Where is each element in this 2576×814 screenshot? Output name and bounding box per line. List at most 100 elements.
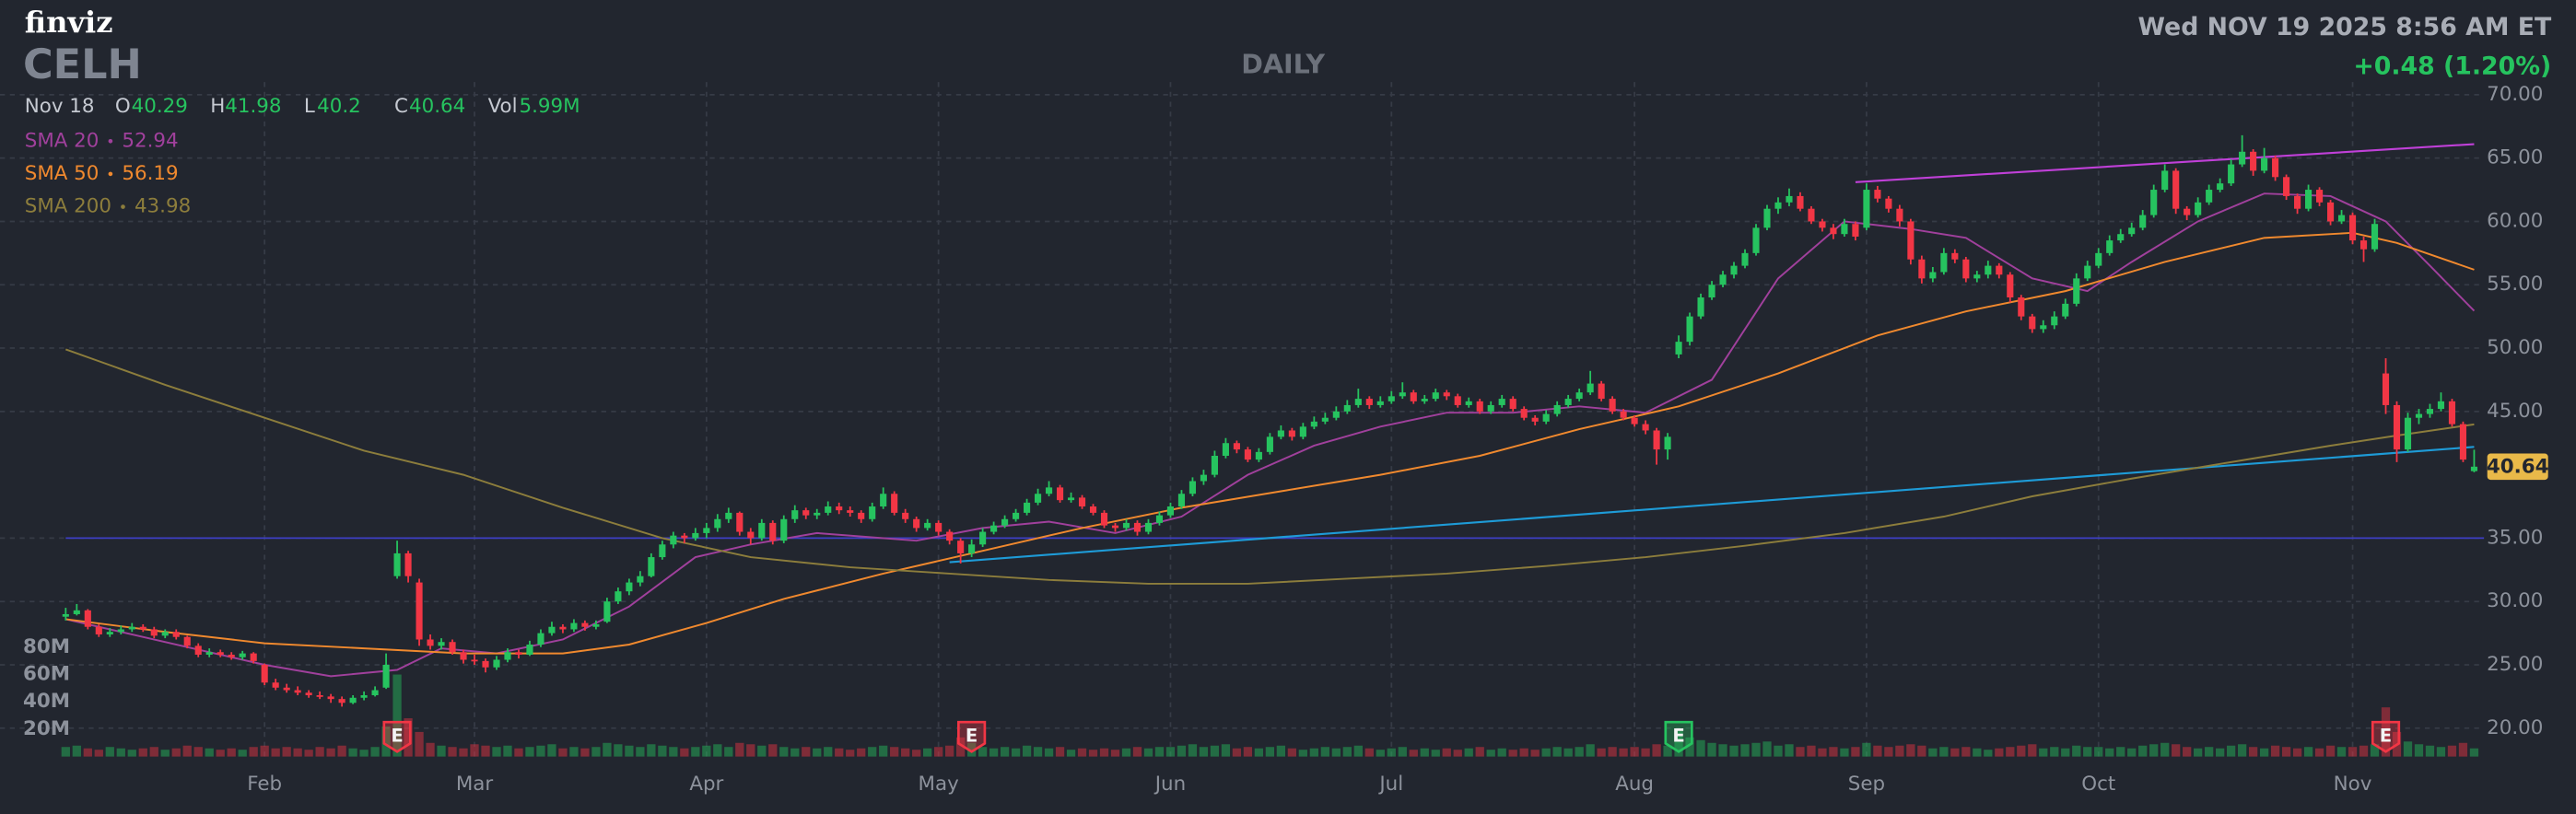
volume-bar	[591, 747, 601, 757]
volume-bar	[326, 748, 335, 757]
volume-bar	[171, 748, 181, 757]
volume-bar	[205, 748, 214, 757]
volume-bar	[669, 747, 678, 757]
event-label: E	[1672, 726, 1684, 747]
candle-body	[1376, 401, 1384, 405]
candle-body	[1631, 417, 1638, 424]
volume-bar	[2281, 747, 2291, 757]
volume-bar	[1210, 745, 1220, 757]
y-tick-label: 65.00	[2487, 146, 2543, 169]
volume-bar	[193, 747, 203, 757]
candle-body	[869, 506, 876, 519]
candle-body	[1443, 392, 1450, 397]
x-tick-label: Jun	[1153, 773, 1186, 796]
candle-body	[393, 552, 401, 576]
volume-bar	[1331, 748, 1341, 757]
volume-bar	[1519, 748, 1528, 757]
volume-bar	[1353, 745, 1363, 757]
volume-bar	[1254, 748, 1264, 757]
volume-bar	[1486, 750, 1495, 757]
candle-body	[371, 690, 379, 696]
volume-bar	[1796, 747, 1805, 757]
candle-body	[349, 697, 357, 704]
candle-body	[205, 652, 213, 655]
candle-body	[139, 626, 146, 630]
candle-body	[1056, 487, 1064, 501]
volume-bar	[558, 748, 568, 757]
candle-body	[2018, 297, 2025, 317]
candle-body	[183, 636, 191, 646]
volume-bar	[1851, 747, 1860, 757]
volume-bar	[1961, 747, 1971, 757]
legend-name: SMA 50	[25, 162, 100, 185]
volume-bar	[348, 748, 357, 757]
y-tick-label: 25.00	[2487, 653, 2543, 676]
x-tick-label: Aug	[1615, 773, 1654, 796]
event-marker	[1664, 720, 1693, 753]
volume-bar	[955, 737, 966, 757]
volume-bar	[1232, 748, 1242, 757]
volume-bar	[282, 747, 291, 757]
candle-body	[2371, 224, 2379, 250]
candle-body	[1907, 221, 1914, 260]
volume-bar	[1265, 747, 1275, 757]
open-value: 40.29	[132, 95, 188, 118]
candle-body	[1001, 518, 1009, 526]
volume-bar	[1696, 739, 1705, 757]
candle-body	[2415, 413, 2423, 418]
candle-body	[449, 642, 456, 653]
volume-bar	[1287, 748, 1297, 757]
candle-body	[2315, 190, 2324, 203]
candle-body	[261, 664, 268, 683]
volume-bar	[2359, 745, 2369, 757]
volume-bar	[1541, 748, 1551, 757]
candle-body	[1498, 399, 1505, 405]
y-tick-label: 45.00	[2487, 400, 2543, 423]
candle-body	[2228, 164, 2235, 184]
candle-body	[1133, 522, 1142, 532]
volume-bar	[260, 745, 269, 757]
candle-body	[979, 531, 987, 545]
volume-bar	[1387, 748, 1396, 757]
volume-bar	[1320, 747, 1329, 757]
volume-bar	[2259, 748, 2269, 757]
candle-body	[1177, 494, 1186, 507]
candle-body	[62, 613, 69, 617]
volume-bar	[94, 750, 103, 757]
legend-name: SMA 20	[25, 129, 100, 152]
legend-separator	[121, 204, 125, 209]
candle-body	[1697, 297, 1704, 317]
candle-body	[825, 506, 832, 513]
volume-bar	[2447, 745, 2457, 757]
volume-bar	[746, 744, 755, 757]
volume-bar	[381, 726, 391, 757]
logo[interactable]: finviz	[25, 5, 113, 40]
volume-bar	[160, 750, 170, 757]
volume-bar	[1110, 750, 1120, 757]
low-label: L	[304, 95, 315, 118]
candle-body	[117, 629, 124, 633]
candle-body	[1244, 449, 1251, 460]
candle-body	[626, 582, 633, 592]
candle-body	[548, 626, 556, 634]
volume-bar	[1939, 747, 1949, 757]
volume-bar	[2381, 707, 2391, 757]
candle-body	[1122, 522, 1130, 529]
candle-body	[957, 541, 965, 553]
volume-bar	[2006, 747, 2015, 757]
volume-bar	[1917, 745, 1926, 757]
candle-body	[814, 512, 821, 516]
candle-body	[1819, 221, 1826, 228]
candle-body	[1553, 404, 1561, 414]
candle-body	[1719, 274, 1727, 285]
volume-bar	[1188, 744, 1198, 757]
volume-bar	[1165, 747, 1176, 757]
volume-bar	[1829, 747, 1838, 757]
candle-body	[1277, 430, 1284, 437]
candle-body	[239, 653, 246, 657]
volume-bar	[2105, 748, 2114, 757]
high-value: 41.98	[225, 95, 281, 118]
volume-bar	[1608, 747, 1617, 757]
candle-body	[736, 512, 744, 532]
